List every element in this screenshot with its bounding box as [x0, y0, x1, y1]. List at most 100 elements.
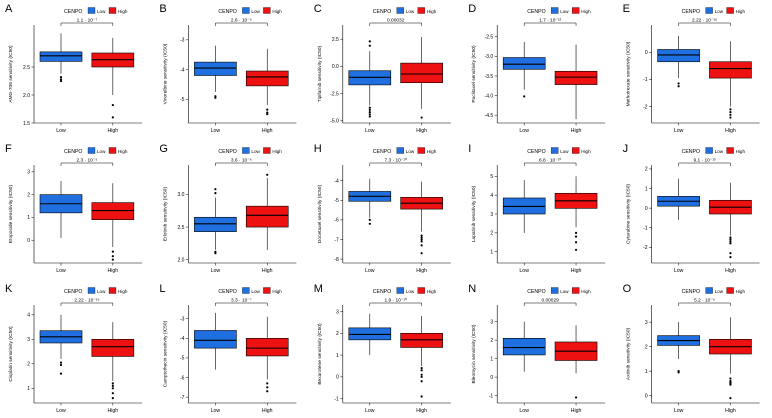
p-value-label: 6.8 · 10⁻¹⁰ — [539, 158, 561, 164]
legend-label-low: Low — [251, 149, 260, 154]
y-axis-label: AMG-706 sensitivity (IC50) — [8, 45, 14, 103]
legend-label-low: Low — [97, 289, 106, 294]
box-body — [39, 51, 83, 62]
panel-e: E CENPO Low High -2 -1 0 Methotrexate sensitivi… — [623, 3, 760, 134]
outlier-point — [420, 395, 423, 398]
outlier-point — [368, 40, 371, 43]
legend-label-low: Low — [560, 149, 569, 154]
panel-letter: F — [5, 143, 12, 155]
p-value-label: 1.1 · 10⁻⁷ — [77, 18, 98, 24]
p-value-label: 3.3 · 10⁻⁷ — [231, 298, 252, 304]
box-low — [194, 312, 237, 370]
p-value-label: 9.1 · 10⁻¹³ — [694, 158, 716, 164]
y-tick-label: 2 — [27, 192, 30, 198]
outlier-point — [111, 250, 114, 253]
y-tick-label: -5.0 — [330, 119, 339, 125]
box-low — [657, 178, 700, 220]
panel-i: I CENPO Low High 1 2 3 4 5 Lapatinib sensitivity … — [468, 143, 606, 274]
box-body — [709, 61, 752, 79]
x-tick-label: High — [571, 128, 582, 134]
p-value-label: 2.22 · 10⁻¹⁶ — [74, 298, 99, 304]
outlier-point — [523, 95, 526, 98]
panel-letter: D — [468, 3, 476, 15]
outlier-point — [729, 236, 732, 239]
legend-title: CENPO — [527, 9, 545, 15]
legend-label-low: Low — [715, 289, 724, 294]
outlier-point — [574, 235, 578, 238]
panel-letter: M — [314, 283, 323, 295]
legend-label-low: Low — [406, 9, 415, 14]
p-value-label: 1.7 · 10⁻¹² — [539, 18, 561, 24]
y-tick-label: -2.5 — [485, 35, 494, 41]
y-tick-label: 3 — [490, 319, 493, 325]
outlier-point — [677, 371, 680, 374]
box-high — [554, 325, 598, 399]
y-axis-label: Erlotinib sensitivity (IC50) — [162, 187, 168, 242]
legend-label-high: High — [427, 149, 437, 154]
legend-label-low: Low — [406, 149, 415, 154]
y-tick-label: 0.0 — [332, 64, 339, 70]
y-tick-label: -1 — [489, 393, 494, 399]
panel-letter: J — [623, 143, 629, 155]
legend-label-high: High — [736, 9, 746, 14]
panel-letter: N — [468, 283, 476, 295]
outlier-point — [214, 250, 217, 253]
outlier-point — [368, 106, 371, 109]
y-axis-label: Cisplatin sensitivity (IC50) — [8, 326, 14, 382]
outlier-point — [729, 256, 732, 259]
legend-title: CENPO — [527, 149, 545, 155]
y-tick-label: -6 — [334, 218, 339, 224]
outlier-point — [59, 372, 63, 375]
legend-swatch-low — [551, 287, 559, 294]
outlier-point — [420, 238, 423, 241]
box-low — [657, 35, 700, 88]
box-low — [194, 45, 237, 99]
outlier-point — [111, 382, 114, 385]
y-tick-label: 2.5 — [177, 225, 184, 231]
legend-swatch-high — [572, 287, 580, 294]
legend-swatch-low — [396, 7, 404, 14]
legend-label-high: High — [118, 149, 128, 154]
box-low — [39, 180, 83, 238]
legend-swatch-high — [417, 147, 425, 154]
box-high — [91, 183, 135, 261]
outlier-point — [111, 258, 114, 261]
y-tick-label: 1 — [490, 356, 493, 362]
y-tick-label: 5 — [490, 174, 493, 180]
y-tick-label: 3 — [336, 309, 339, 315]
y-tick-label: 3 — [645, 320, 648, 326]
y-tick-label: -5 — [180, 356, 185, 362]
legend-swatch-low — [551, 147, 559, 154]
outlier-point — [729, 397, 732, 400]
legend-swatch-low — [87, 7, 96, 14]
box-low — [39, 314, 83, 375]
x-tick-label: High — [725, 408, 736, 414]
box-body — [502, 57, 546, 70]
legend-label-low: Low — [251, 9, 260, 14]
x-tick-label: Low — [211, 408, 221, 414]
y-tick-label: 1 — [645, 369, 648, 375]
legend-label-low: Low — [560, 9, 569, 14]
y-tick-label: 4 — [490, 193, 493, 199]
y-axis-label: Tipifarnib sensitivity (IC50) — [317, 45, 323, 102]
outlier-point — [59, 361, 63, 364]
legend-label-high: High — [581, 149, 591, 154]
panel-g: G CENPO Low High 2.0 2.5 3.0 Erlotinib sensitiv… — [159, 143, 297, 274]
panel-letter: H — [314, 143, 322, 155]
legend-label-high: High — [118, 9, 128, 14]
outlier-point — [59, 363, 63, 367]
outlier-point — [111, 397, 114, 400]
box-low — [194, 188, 237, 255]
x-tick-label: High — [571, 408, 582, 414]
legend-title: CENPO — [682, 9, 700, 15]
legend-label-high: High — [272, 289, 282, 294]
outlier-point — [111, 384, 114, 387]
legend-swatch-low — [396, 287, 404, 294]
x-tick-label: Low — [674, 268, 684, 274]
outlier-point — [420, 244, 423, 247]
outlier-point — [420, 380, 423, 383]
panel-letter: E — [623, 3, 630, 15]
outlier-point — [266, 386, 269, 389]
y-tick-label: 2.0 — [177, 258, 184, 264]
y-tick-label: 3 — [490, 212, 493, 218]
